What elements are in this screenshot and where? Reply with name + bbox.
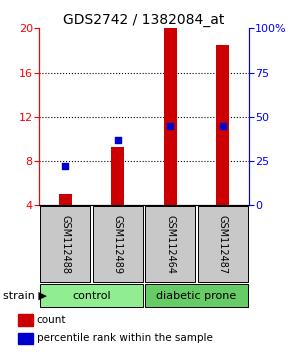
Bar [18,314,32,326]
Title: GDS2742 / 1382084_at: GDS2742 / 1382084_at [63,13,225,27]
Point [115,137,120,143]
Bar [145,285,248,307]
Text: strain ▶: strain ▶ [3,291,47,301]
Text: GSM112489: GSM112489 [113,215,123,274]
Point [220,123,225,129]
Point [168,123,173,129]
Bar [59,194,72,205]
Text: diabetic prone: diabetic prone [156,291,237,301]
Bar [164,28,177,205]
Bar [18,333,32,344]
Bar [145,206,196,282]
Point [63,164,68,169]
Text: percentile rank within the sample: percentile rank within the sample [37,333,212,343]
Bar [93,206,143,282]
Text: control: control [72,291,111,301]
Bar [216,45,229,205]
Bar [111,147,124,205]
Bar [40,206,91,282]
Text: GSM112464: GSM112464 [165,215,175,274]
Bar [40,285,143,307]
Text: GSM112488: GSM112488 [60,215,70,274]
Text: count: count [37,315,66,325]
Bar [198,206,248,282]
Text: GSM112487: GSM112487 [218,215,228,274]
